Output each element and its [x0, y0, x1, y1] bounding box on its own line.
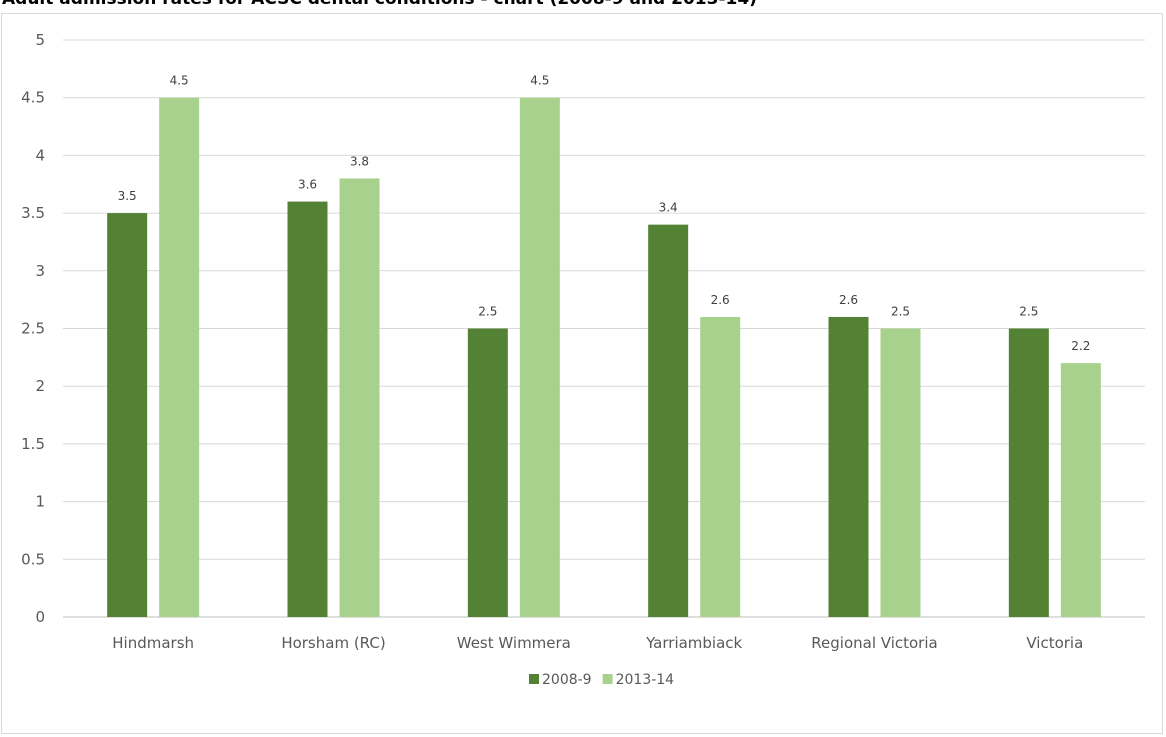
bar — [339, 178, 380, 618]
x-axis-categories: Hindmarsh Horsham (RC) West Wimmera Yarriam… — [112, 634, 1083, 652]
y-tick-label: 0 — [35, 608, 45, 626]
data-label: 3.4 — [659, 201, 678, 215]
bar — [648, 224, 689, 617]
legend-label: 2013-14 — [616, 672, 675, 688]
bar — [287, 201, 328, 617]
y-tick-label: 4.5 — [21, 89, 45, 107]
data-label: 3.6 — [298, 178, 317, 192]
bar — [1060, 363, 1101, 617]
legend-swatch — [529, 674, 539, 684]
y-tick-label: 3.5 — [21, 204, 45, 222]
y-tick-label: 0.5 — [21, 550, 45, 568]
y-tick-label: 1.5 — [21, 435, 45, 453]
x-category-label: Horsham (RC) — [281, 634, 385, 652]
data-label: 4.5 — [170, 74, 189, 88]
data-label: 2.6 — [839, 293, 858, 307]
bar — [1008, 328, 1049, 617]
bar — [159, 97, 200, 617]
chart-title: Adult admission rates for ACSC dental co… — [2, 0, 1162, 10]
y-tick-label: 3 — [35, 262, 45, 280]
bars — [107, 97, 1101, 618]
data-label: 2.2 — [1071, 339, 1090, 353]
x-category-label: West Wimmera — [457, 634, 571, 652]
y-tick-label: 5 — [35, 31, 45, 49]
y-tick-label: 2 — [35, 377, 45, 395]
data-label: 3.5 — [118, 189, 137, 203]
bar — [519, 97, 560, 617]
legend: 2008-9 2013-14 — [529, 672, 674, 688]
x-category-label: Victoria — [1026, 634, 1083, 652]
y-tick-label: 4 — [35, 146, 45, 164]
chart-frame — [1, 13, 1163, 734]
data-labels: 3.5 4.5 3.6 3.8 2.5 4.5 3.4 2.6 2.6 2.5 2.5 2.2 — [118, 74, 1091, 353]
x-category-label: Hindmarsh — [112, 634, 194, 652]
bar — [467, 328, 508, 617]
data-label: 4.5 — [530, 74, 549, 88]
bar — [107, 213, 148, 617]
bar — [700, 316, 741, 617]
y-axis-ticks: 0 0.5 1 1.5 2 2.5 3 3.5 4 4.5 5 — [21, 31, 45, 626]
bar — [828, 316, 869, 617]
data-label: 2.5 — [891, 305, 910, 319]
y-tick-label: 1 — [35, 493, 45, 511]
y-tick-label: 2.5 — [21, 320, 45, 338]
x-category-label: Yarriambiack — [645, 634, 742, 652]
legend-label: 2008-9 — [542, 672, 592, 688]
legend-swatch — [602, 674, 613, 684]
gridlines — [63, 39, 1145, 618]
data-label: 3.8 — [350, 154, 369, 168]
data-label: 2.5 — [478, 305, 497, 319]
x-category-label: Regional Victoria — [811, 634, 937, 652]
data-label: 2.5 — [1019, 305, 1038, 319]
data-label: 2.6 — [711, 293, 730, 307]
bar — [880, 328, 921, 617]
